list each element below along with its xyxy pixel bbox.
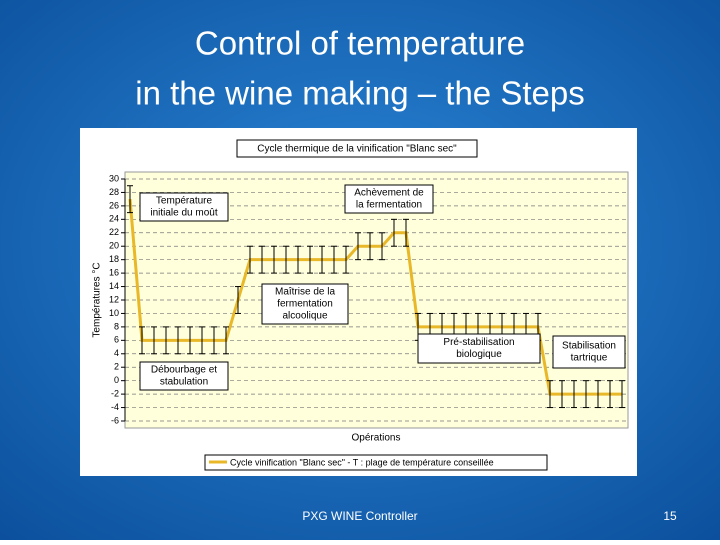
legend-label: Cycle vinification "Blanc sec" - T : pla… <box>230 457 494 467</box>
y-tick-label: 20 <box>109 241 119 251</box>
annotation-text: biologique <box>456 349 502 360</box>
y-axis-label: Températures °C <box>92 262 103 337</box>
annotation-box <box>417 333 541 364</box>
annotation-text: alcoolique <box>282 311 327 322</box>
y-tick-label: 0 <box>114 375 119 385</box>
annotation-box <box>344 184 434 214</box>
y-tick-label: 30 <box>109 173 119 183</box>
annotation-text: Pré-stabilisation <box>443 337 514 348</box>
y-tick-label: 22 <box>109 227 119 237</box>
y-tick-label: 18 <box>109 254 119 264</box>
x-axis-label: Opérations <box>352 433 401 444</box>
y-tick-label: 2 <box>114 362 119 372</box>
y-tick-label: 24 <box>109 214 119 224</box>
annotation-text: stabulation <box>160 377 208 388</box>
annotation-box <box>261 283 349 325</box>
y-tick-label: 12 <box>109 294 119 304</box>
y-tick-label: 16 <box>109 267 119 277</box>
annotation-text: Stabilisation <box>562 341 616 352</box>
annotation-text: tartrique <box>571 353 608 364</box>
y-tick-label: -6 <box>111 415 119 425</box>
slide-title: Control of temperature <box>195 25 525 62</box>
chart-title: Cycle thermique de la vinification "Blan… <box>257 144 457 155</box>
annotation-text: Achèvement de <box>354 188 424 199</box>
annotation-box <box>139 192 229 222</box>
y-tick-label: 6 <box>114 335 119 345</box>
y-tick-label: 14 <box>109 281 119 291</box>
y-tick-label: -2 <box>111 388 119 398</box>
footer: PXG WINE Controller <box>302 509 417 523</box>
slide-title: in the wine making – the Steps <box>135 75 584 112</box>
y-tick-label: 28 <box>109 187 119 197</box>
y-tick-label: 26 <box>109 200 119 210</box>
y-tick-label: 10 <box>109 308 119 318</box>
y-tick-label: -4 <box>111 402 119 412</box>
chart-title-box <box>236 139 478 158</box>
annotation-text: Maîtrise de la <box>275 287 335 298</box>
y-tick-label: 8 <box>114 321 119 331</box>
y-tick-label: 4 <box>114 348 119 358</box>
legend-box <box>204 454 548 471</box>
annotation-text: initiale du moût <box>150 208 217 219</box>
annotation-box <box>552 335 626 369</box>
annotation-text: fermentation <box>277 299 333 310</box>
annotation-text: la fermentation <box>356 200 422 211</box>
annotation-text: Débourbage et <box>151 365 217 376</box>
annotation-text: Température <box>156 196 213 207</box>
annotation-box <box>139 361 229 391</box>
page-number: 15 <box>663 509 677 523</box>
